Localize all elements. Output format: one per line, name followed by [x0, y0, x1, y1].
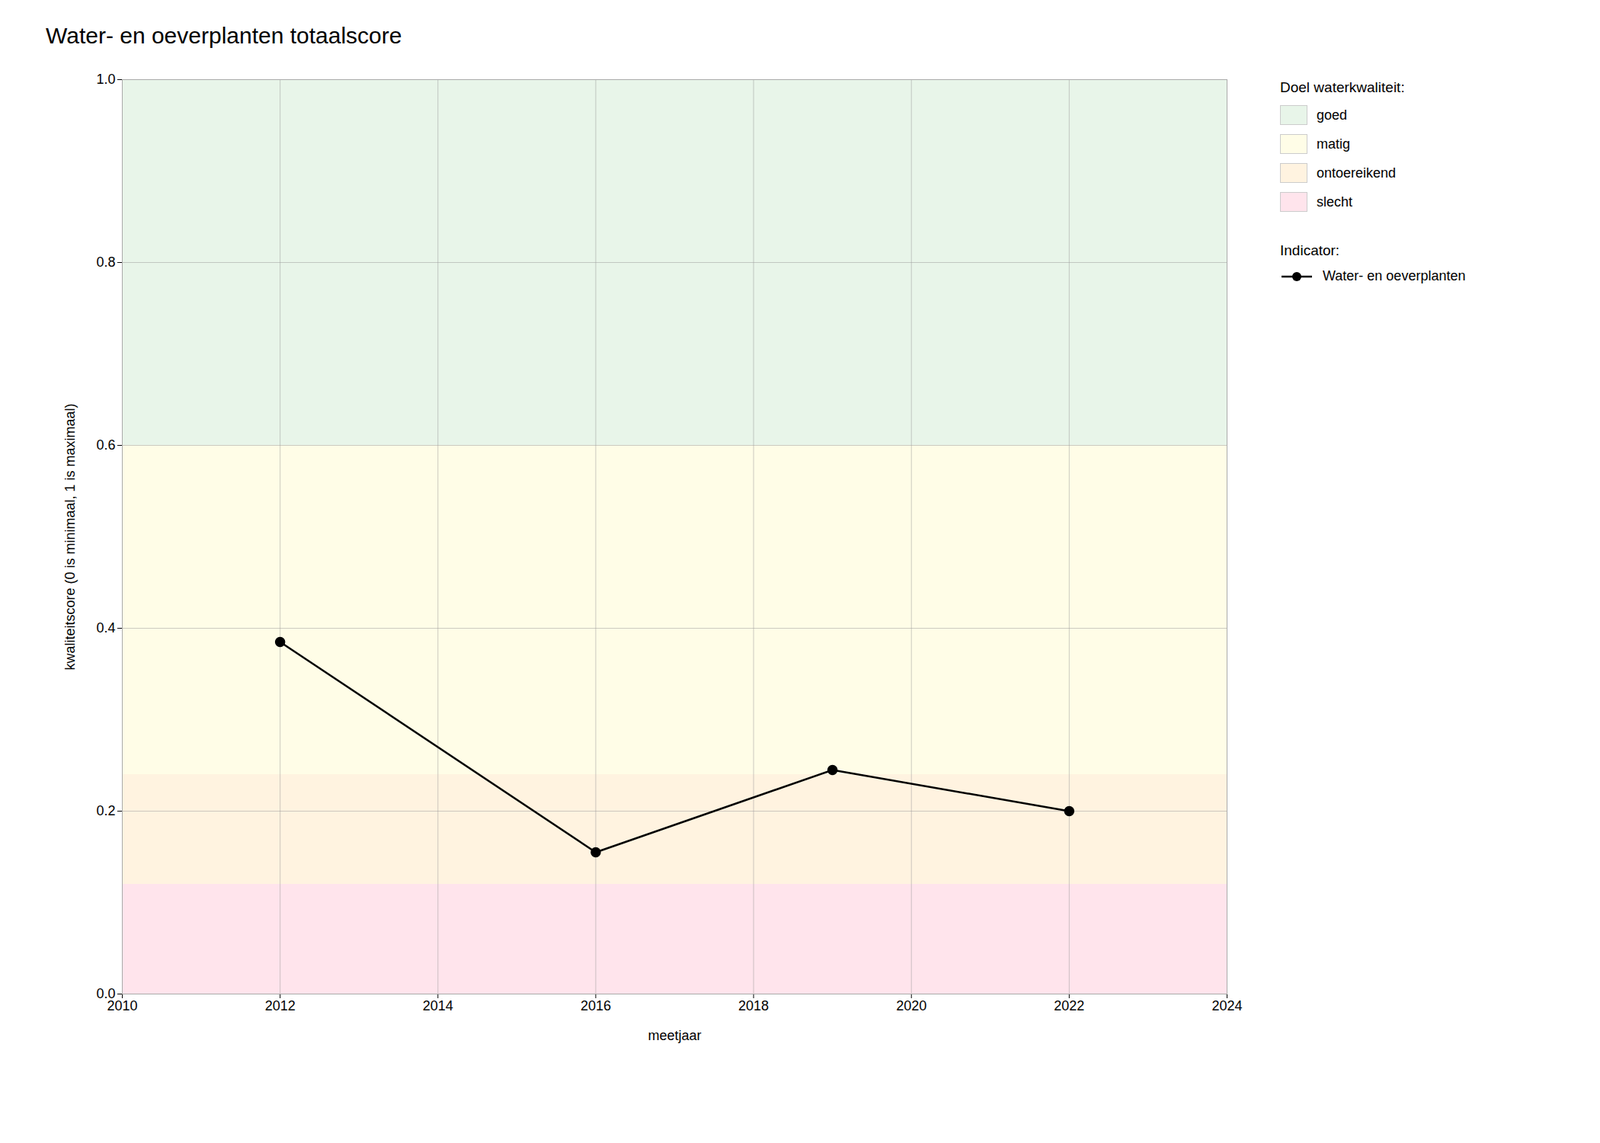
svg-text:2010: 2010: [106, 998, 138, 1014]
svg-text:2016: 2016: [580, 998, 612, 1014]
html-text:ontoereikend: ontoereikend: [1316, 164, 1396, 181]
html-text:Water- en oeverplanten: Water- en oeverplanten: [1322, 268, 1466, 284]
svg-text:2024: 2024: [1211, 998, 1242, 1014]
svg-text:meetjaar: meetjaar: [647, 1027, 701, 1044]
html-text:slecht: slecht: [1316, 193, 1353, 210]
svg-text:0.2: 0.2: [96, 803, 116, 819]
svg-text:1.0: 1.0: [96, 71, 116, 87]
html-text:goed: goed: [1316, 107, 1348, 123]
svg-text:kwaliteitscore (0 is minimaal,: kwaliteitscore (0 is minimaal, 1 is maxi…: [62, 403, 78, 670]
svg-text:2014: 2014: [422, 998, 454, 1014]
html-text:matig: matig: [1316, 136, 1351, 152]
html-text:Water- en oeverplanten totaals: Water- en oeverplanten totaalscore: [45, 22, 402, 48]
svg-text:2020: 2020: [896, 998, 927, 1014]
svg-text:0.4: 0.4: [96, 620, 116, 636]
svg-text:0.8: 0.8: [96, 254, 116, 270]
svg-text:0.6: 0.6: [96, 437, 116, 453]
html-text:Doel waterkwaliteit:: Doel waterkwaliteit:: [1280, 79, 1405, 96]
svg-text:0.0: 0.0: [96, 986, 116, 1002]
html-text:Indicator:: Indicator:: [1280, 242, 1340, 259]
svg-text:2018: 2018: [738, 998, 769, 1014]
svg-text:2022: 2022: [1053, 998, 1085, 1014]
svg-text:2012: 2012: [265, 998, 296, 1014]
